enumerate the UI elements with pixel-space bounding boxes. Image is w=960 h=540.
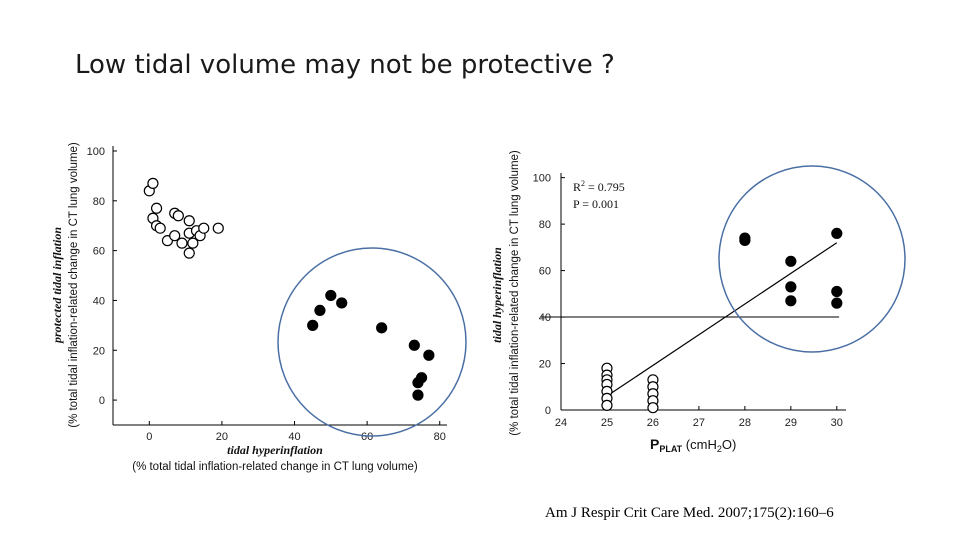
left-y-axis-label: protected tidal inflation	[50, 227, 64, 344]
right-y-tick-label: 20	[539, 359, 551, 371]
right-y-tick-label: 60	[539, 266, 551, 278]
left-filled-point	[423, 349, 435, 361]
left-open-point	[169, 230, 181, 242]
right-filled-point	[785, 255, 797, 267]
left-points	[143, 177, 435, 401]
left-open-point	[183, 247, 195, 259]
right-x-tick-label: 24	[555, 417, 567, 429]
left-open-point	[154, 222, 166, 234]
left-y-tick-label: 100	[87, 146, 105, 158]
left-x-axis-sublabel: (% total tidal inflation-related change …	[132, 461, 418, 473]
left-x-tick-label: 40	[288, 431, 300, 443]
left-axes: 0 20 40 60 80 100 0 20 40 60 80	[87, 146, 447, 443]
right-y-tick-label: 40	[539, 312, 551, 324]
left-filled-point	[412, 389, 424, 401]
right-filled-point	[785, 295, 797, 307]
right-x-tick-label: 27	[693, 417, 705, 429]
left-open-point	[212, 222, 224, 234]
left-y-tick-label: 40	[93, 295, 105, 307]
right-scatter-chart: 0 20 40 60 80 100 24 25 26 27 28 29 30 R2 = 0.795 P …	[490, 150, 906, 454]
left-scatter-chart: 0 20 40 60 80 100 0 20 40 60 80 tidal hyperinflati…	[50, 142, 467, 473]
right-axes: 0 20 40 60 80 100 24 25 26 27 28 29 30	[533, 173, 846, 429]
right-open-point	[601, 399, 613, 411]
left-open-point	[198, 222, 210, 234]
p-value-label: P = 0.001	[573, 197, 619, 211]
r-squared-label: R2 = 0.795	[573, 179, 625, 194]
left-filled-point	[376, 322, 388, 334]
right-points	[601, 227, 843, 414]
right-filled-point	[831, 227, 843, 240]
left-filled-point	[408, 339, 420, 351]
right-x-tick-label: 30	[831, 417, 843, 429]
left-highlight-circle	[277, 247, 467, 437]
left-x-tick-label: 20	[216, 431, 228, 443]
right-filled-point	[739, 234, 751, 246]
right-y-tick-label: 0	[545, 405, 551, 417]
left-x-axis-label: tidal hyperinflation	[227, 443, 323, 457]
left-x-tick-label: 80	[434, 431, 446, 443]
left-filled-point	[314, 304, 326, 317]
left-y-tick-label: 60	[93, 246, 105, 258]
right-y-tick-label: 80	[539, 219, 551, 231]
left-x-tick-label: 0	[146, 431, 152, 443]
left-y-axis-sublabel: (% total tidal inflation-related change …	[68, 142, 80, 428]
left-filled-point	[307, 319, 319, 331]
left-y-tick-label: 80	[93, 196, 105, 208]
right-x-tick-label: 25	[601, 417, 613, 429]
slide-title: Low tidal volume may not be protective ?	[75, 50, 615, 80]
right-y-axis-label: tidal hyperinflation	[490, 247, 504, 343]
right-x-tick-label: 26	[647, 417, 659, 429]
right-x-axis-label: PPLAT (cmH2O)	[650, 436, 736, 454]
left-filled-point	[325, 289, 337, 302]
right-x-tick-label: 28	[739, 417, 751, 429]
left-filled-point	[412, 377, 424, 389]
left-open-point	[183, 215, 195, 227]
left-open-point	[150, 202, 163, 214]
left-open-point	[147, 177, 159, 189]
left-y-tick-label: 0	[99, 395, 105, 407]
right-filled-point	[831, 285, 843, 298]
left-open-point	[176, 237, 188, 249]
regression-line	[606, 242, 838, 397]
right-filled-point	[785, 281, 797, 293]
left-filled-point	[336, 297, 348, 309]
right-open-point	[647, 402, 659, 414]
right-y-axis-sublabel: (% total tidal inflation-related change …	[509, 150, 521, 436]
right-highlight-circle	[718, 165, 906, 353]
left-x-tick-label: 60	[361, 431, 373, 443]
citation: Am J Respir Crit Care Med. 2007;175(2):1…	[545, 505, 834, 521]
right-x-tick-label: 29	[785, 417, 797, 429]
right-y-tick-label: 100	[533, 173, 551, 185]
left-open-point	[172, 210, 184, 222]
left-y-tick-label: 20	[93, 345, 105, 357]
left-open-point	[187, 237, 199, 249]
right-filled-point	[831, 297, 843, 309]
